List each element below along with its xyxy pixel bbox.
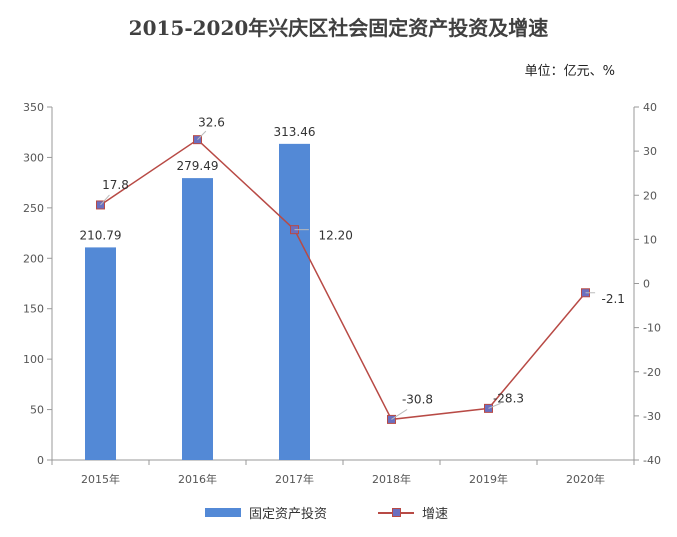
x-tick-label: 2016年 [178, 472, 217, 486]
bar [182, 178, 213, 460]
y-right-tick-label: 40 [643, 101, 657, 114]
y-right-tick-label: -20 [643, 366, 661, 379]
x-tick-label: 2019年 [469, 472, 508, 486]
bar-data-label: 210.79 [80, 228, 122, 242]
legend-line-label: 增速 [422, 507, 449, 522]
y-right-tick-label: -40 [643, 454, 661, 467]
unit-label: 单位：亿元、% [524, 64, 615, 79]
bar [279, 143, 310, 460]
bar-data-label: 279.49 [177, 159, 219, 173]
y-left-tick-label: 150 [23, 303, 44, 316]
growth-leader-line [391, 408, 408, 420]
legend-item-line: 增速 [378, 503, 448, 522]
y-right-tick-label: -10 [643, 322, 661, 335]
growth-leader-line [100, 194, 110, 206]
y-left-tick-label: 50 [30, 404, 44, 417]
y-left-tick-label: 100 [23, 353, 44, 366]
growth-data-label: -30.8 [402, 392, 433, 406]
chart-title: 2015-2020年兴庆区社会固定资产投资及增速 [128, 16, 549, 40]
x-tick-label: 2020年 [566, 472, 605, 486]
legend-line-swatch [378, 507, 414, 518]
y-left-tick-label: 200 [23, 252, 44, 265]
chart-plot: 0 50 100 150 200 250 300 350 -40 -30 -20 -10 0 10 20 30… [23, 101, 661, 486]
growth-line [100, 138, 587, 421]
y-right-tick-label: 10 [643, 233, 657, 246]
x-tick-label: 2017年 [275, 472, 314, 486]
legend-item-bar: 固定资产投资 [205, 503, 327, 522]
growth-data-label: -28.3 [493, 391, 524, 405]
y-right-tick-label: 0 [643, 278, 650, 291]
growth-data-label: -2.1 [602, 292, 625, 306]
y-left-tick-label: 300 [23, 151, 44, 164]
y-left-tick-label: 350 [23, 101, 44, 114]
y-right-tick-label: 30 [643, 145, 657, 158]
growth-data-label: 12.20 [319, 229, 353, 243]
growth-leader-line [488, 402, 501, 409]
bar-data-label: 313.46 [274, 125, 316, 139]
growth-leader-line [197, 130, 207, 141]
legend-bar-swatch [205, 508, 241, 517]
y-left-tick-label: 0 [37, 454, 44, 467]
legend: 固定资产投资 增速 [0, 503, 677, 527]
x-tick-label: 2018年 [372, 472, 411, 486]
growth-data-label: 17.8 [102, 178, 129, 192]
growth-data-label: 32.6 [198, 116, 225, 130]
y-left-tick-label: 250 [23, 202, 44, 215]
x-tick-label: 2015年 [81, 472, 120, 486]
y-right-tick-label: -30 [643, 410, 661, 423]
y-right-tick-label: 20 [643, 189, 657, 202]
legend-bar-label: 固定资产投资 [249, 507, 328, 522]
bar [85, 247, 116, 460]
